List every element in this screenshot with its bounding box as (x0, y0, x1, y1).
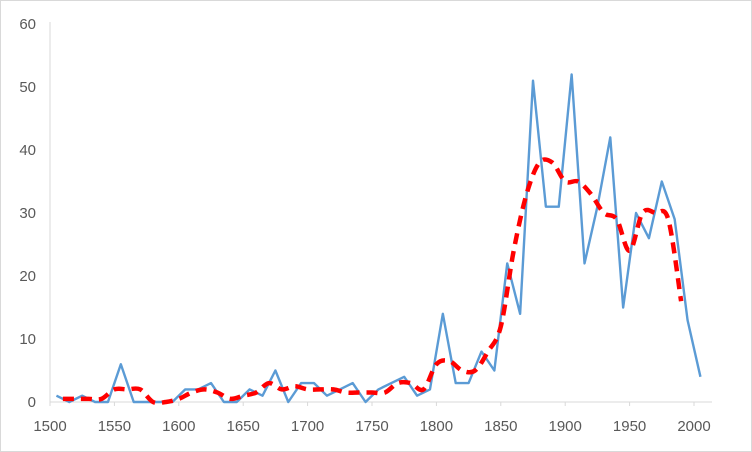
x-tick-label: 1600 (162, 418, 195, 435)
x-axis-tick-labels: 1500 1550 1600 1650 1700 1750 1800 1850 1900 1950… (33, 418, 710, 435)
y-axis-tick-labels: 0 10 20 30 40 50 60 (19, 16, 36, 411)
y-tick-label: 40 (19, 142, 36, 159)
series-lines (55, 73, 702, 406)
x-tick-label: 1950 (613, 418, 646, 435)
x-tick-label: 1650 (227, 418, 260, 435)
data-line-solid (55, 73, 702, 404)
x-tick-label: 1700 (291, 418, 324, 435)
y-tick-label: 30 (19, 205, 36, 222)
y-tick-label: 0 (28, 394, 36, 411)
x-tick-label: 1900 (549, 418, 582, 435)
x-tick-label: 1850 (484, 418, 517, 435)
x-tick-label: 1500 (33, 418, 66, 435)
x-tick-label: 1800 (420, 418, 453, 435)
y-tick-label: 50 (19, 79, 36, 96)
x-tick-label: 1750 (355, 418, 388, 435)
y-tick-label: 10 (19, 331, 36, 348)
x-tick-label: 1550 (98, 418, 131, 435)
x-tick-label: 2000 (677, 418, 710, 435)
trend-line-dashed (62, 157, 684, 406)
y-tick-label: 60 (19, 16, 36, 33)
y-tick-label: 20 (19, 268, 36, 285)
